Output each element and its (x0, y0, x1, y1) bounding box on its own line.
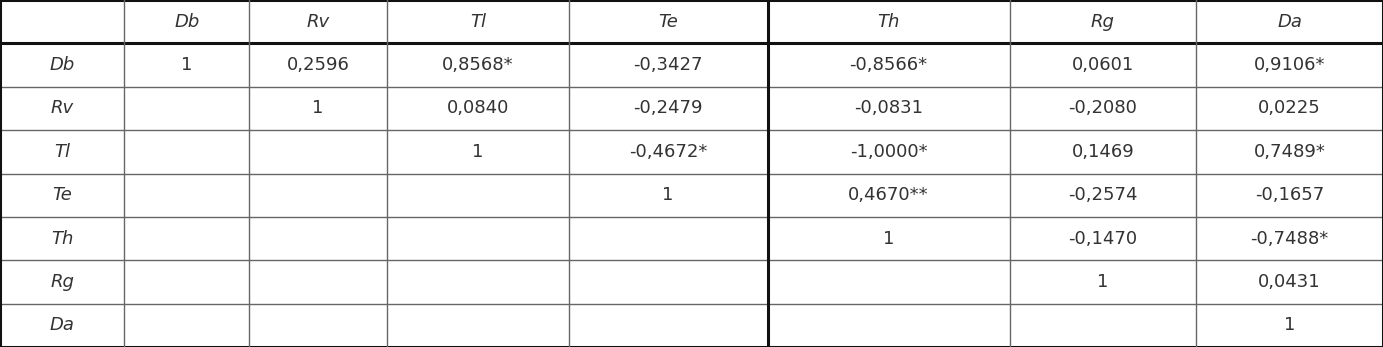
Text: -0,1657: -0,1657 (1254, 186, 1325, 204)
Text: Te: Te (658, 13, 678, 31)
Text: -0,2080: -0,2080 (1069, 100, 1137, 117)
Text: -0,2479: -0,2479 (633, 100, 703, 117)
Text: 0,4670**: 0,4670** (848, 186, 929, 204)
Text: Tl: Tl (470, 13, 485, 31)
Text: Rg: Rg (50, 273, 75, 291)
Text: -0,3427: -0,3427 (633, 56, 703, 74)
Text: 1: 1 (1283, 316, 1296, 334)
Text: -0,2574: -0,2574 (1068, 186, 1138, 204)
Text: 1: 1 (181, 56, 192, 74)
Text: 0,0840: 0,0840 (447, 100, 509, 117)
Text: Db: Db (50, 56, 75, 74)
Text: -1,0000*: -1,0000* (849, 143, 928, 161)
Text: Tl: Tl (54, 143, 71, 161)
Text: 0,0431: 0,0431 (1259, 273, 1321, 291)
Text: Da: Da (1278, 13, 1301, 31)
Text: 0,2596: 0,2596 (286, 56, 350, 74)
Text: -0,8566*: -0,8566* (849, 56, 928, 74)
Text: Rg: Rg (1091, 13, 1115, 31)
Text: 1: 1 (662, 186, 674, 204)
Text: 0,9106*: 0,9106* (1254, 56, 1325, 74)
Text: 1: 1 (1097, 273, 1109, 291)
Text: -0,7488*: -0,7488* (1250, 230, 1329, 247)
Text: 1: 1 (313, 100, 324, 117)
Text: Te: Te (53, 186, 72, 204)
Text: 0,1469: 0,1469 (1072, 143, 1134, 161)
Text: -0,0831: -0,0831 (855, 100, 922, 117)
Text: 0,0601: 0,0601 (1072, 56, 1134, 74)
Text: Th: Th (51, 230, 73, 247)
Text: Rv: Rv (51, 100, 73, 117)
Text: Db: Db (174, 13, 199, 31)
Text: -0,4672*: -0,4672* (629, 143, 707, 161)
Text: 1: 1 (882, 230, 895, 247)
Text: Th: Th (877, 13, 900, 31)
Text: 0,0225: 0,0225 (1259, 100, 1321, 117)
Text: -0,1470: -0,1470 (1069, 230, 1137, 247)
Text: Da: Da (50, 316, 75, 334)
Text: Rv: Rv (307, 13, 329, 31)
Text: 1: 1 (473, 143, 484, 161)
Text: 0,8568*: 0,8568* (443, 56, 514, 74)
Text: 0,7489*: 0,7489* (1254, 143, 1325, 161)
